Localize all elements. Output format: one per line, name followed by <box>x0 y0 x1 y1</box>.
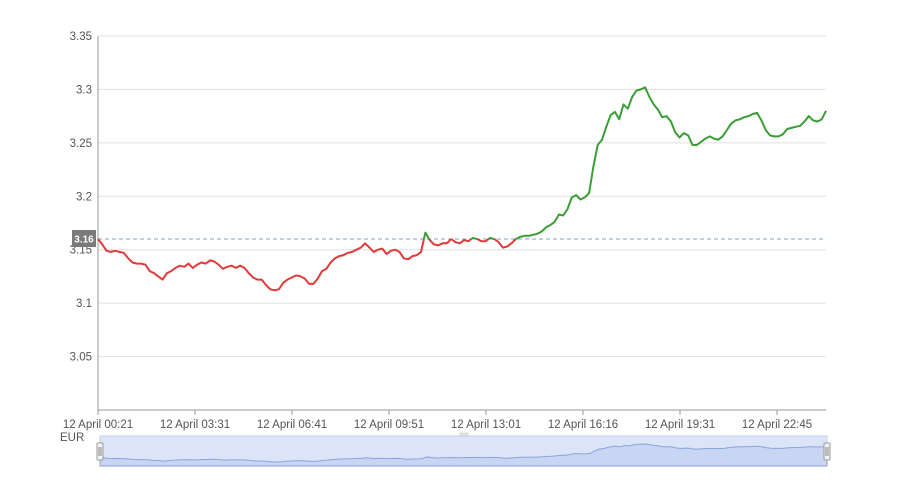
y-tick-label: 3.25 <box>70 138 92 150</box>
x-tick-label: 12 April 00:21 <box>63 419 133 431</box>
y-tick-label: 3.05 <box>70 352 92 364</box>
x-tick-label: 12 April 09:51 <box>354 419 424 431</box>
x-tick-label: 12 April 13:01 <box>451 419 521 431</box>
series-layer <box>97 86 827 292</box>
series-line-up <box>515 86 827 240</box>
series-line-up <box>470 237 478 240</box>
y-tick-label: 3.35 <box>70 31 92 43</box>
series-line-up <box>488 237 495 240</box>
series-line-down <box>450 238 472 245</box>
axis-layer <box>97 36 826 411</box>
reference-layer: 3.16 <box>72 230 826 248</box>
navigator-series <box>99 443 828 467</box>
series-line-down <box>476 238 490 243</box>
series-line-down <box>493 238 517 249</box>
navigator-right-handle[interactable] <box>823 442 831 461</box>
navigator-left-handle[interactable] <box>96 442 104 461</box>
y-tick-label: 3.1 <box>76 298 92 310</box>
x-tick-label: 12 April 16:16 <box>548 419 618 431</box>
grid-layer: 3.05 3.1 3.15 3.2 3.25 3.3 3.35 <box>70 31 826 364</box>
y-axis-unit-label: EUR <box>60 432 84 444</box>
x-tick-layer: 12 April 00:21 12 April 03:31 12 April 06:… <box>63 410 812 431</box>
navigator-grip <box>459 432 469 437</box>
x-tick-label: 12 April 19:31 <box>645 419 715 431</box>
series-line-down <box>428 238 452 247</box>
y-tick-label: 3.2 <box>76 191 92 203</box>
y-tick-label: 3.3 <box>76 84 92 96</box>
x-tick-label: 12 April 06:41 <box>257 419 327 431</box>
y-tick-label: 3.15 <box>70 245 92 257</box>
range-navigator[interactable] <box>96 432 831 467</box>
reference-label-box <box>72 230 96 248</box>
reference-label: 3.16 <box>74 235 94 246</box>
x-tick-label: 12 April 03:31 <box>160 419 230 431</box>
series-line-down <box>97 238 425 292</box>
x-tick-label: 12 April 22:45 <box>742 419 812 431</box>
series-line-up <box>422 231 430 240</box>
